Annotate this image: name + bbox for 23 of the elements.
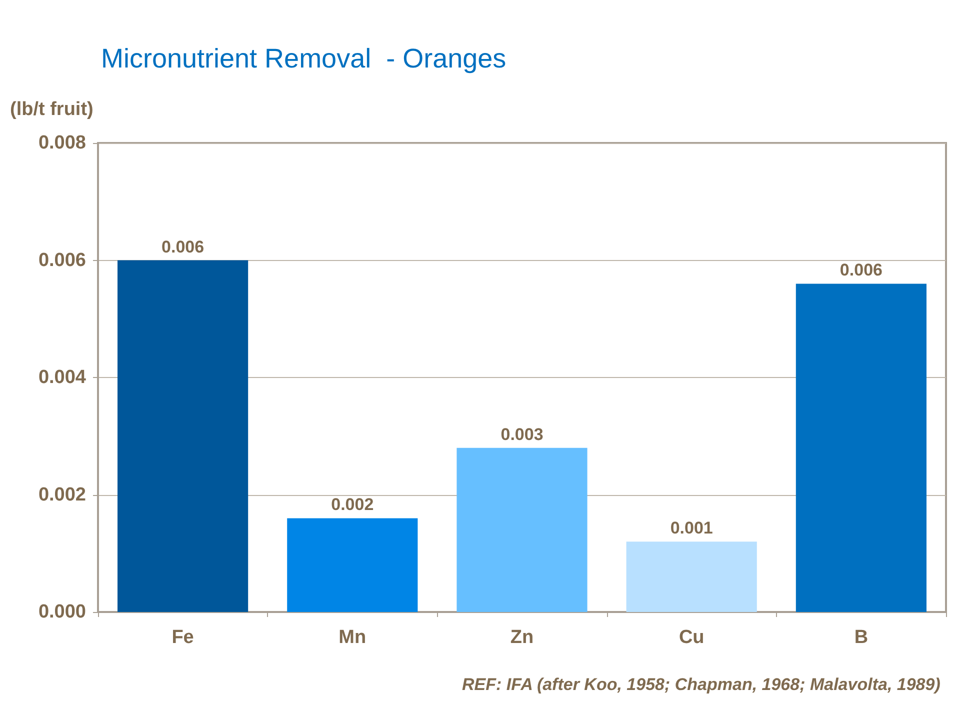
x-tick-label: Fe bbox=[172, 627, 194, 648]
x-tick-label: Mn bbox=[338, 627, 366, 648]
data-label: 0.006 bbox=[162, 237, 204, 256]
data-label: 0.002 bbox=[331, 495, 374, 514]
y-tick-label: 0.004 bbox=[38, 367, 86, 388]
data-label: 0.003 bbox=[500, 424, 544, 444]
bar bbox=[626, 542, 757, 612]
bar bbox=[456, 448, 588, 612]
y-axis-title: (lb/t fruit) bbox=[10, 99, 94, 120]
y-tick-label: 0.000 bbox=[38, 602, 86, 622]
y-tick-label: 0.006 bbox=[38, 250, 86, 271]
chart-title: Micronutrient Removal - Oranges bbox=[101, 44, 506, 74]
y-tick-label: 0.002 bbox=[38, 484, 86, 506]
data-label: 0.006 bbox=[840, 260, 882, 280]
data-label: 0.001 bbox=[670, 518, 713, 538]
bar bbox=[287, 518, 418, 612]
bar bbox=[118, 260, 248, 612]
x-tick-label: Zn bbox=[510, 627, 534, 648]
text: REF: IFA (after Koo, 1958; Chapman, 1968; Malavolta, 1989) bbox=[462, 675, 941, 694]
bar bbox=[796, 284, 926, 612]
y-tick-label: 0.008 bbox=[38, 132, 86, 154]
x-tick-label: B bbox=[854, 627, 868, 648]
x-tick-label: Cu bbox=[678, 627, 704, 648]
